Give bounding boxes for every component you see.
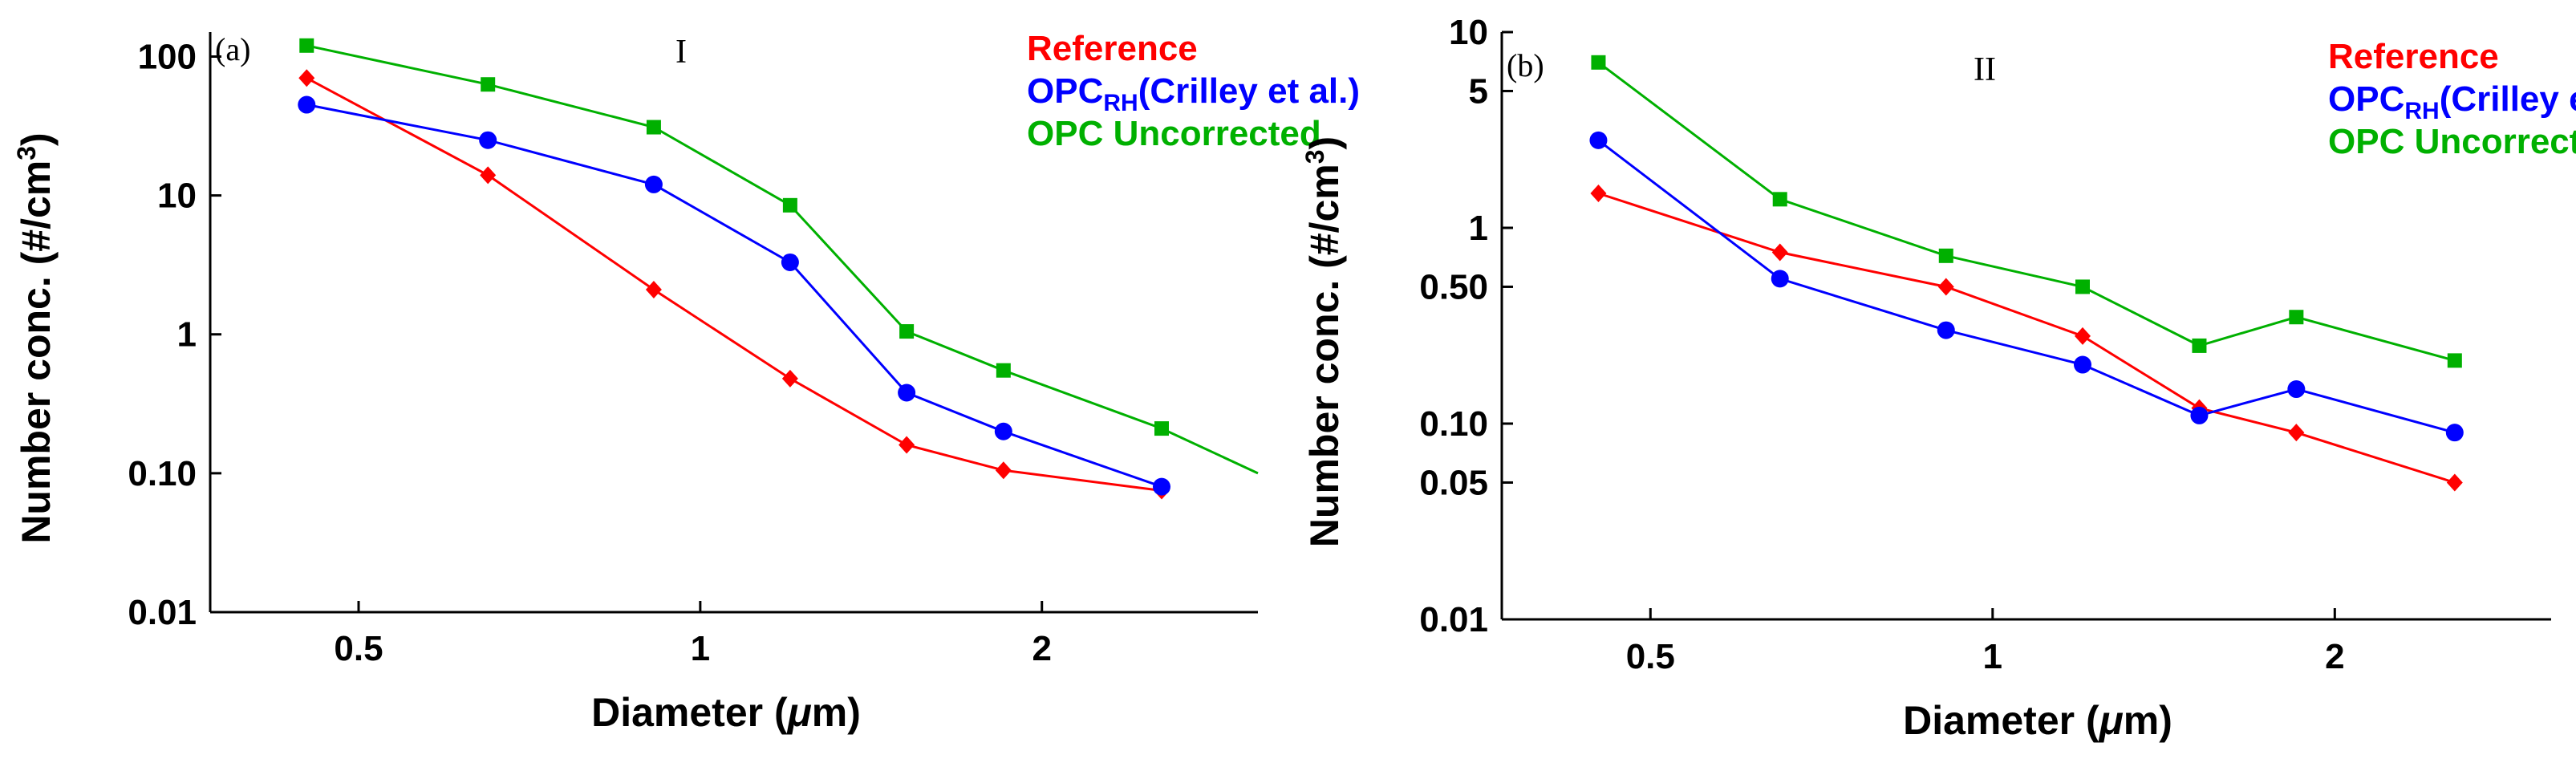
- series-line: [306, 44, 1259, 475]
- series-square: [299, 38, 1259, 475]
- data-point: [782, 197, 797, 213]
- data-point: [644, 175, 663, 193]
- series-line: [1597, 139, 2456, 434]
- data-point: [781, 253, 799, 271]
- legend-entry: Reference: [1027, 29, 1198, 68]
- series-diamond: [1590, 185, 2463, 492]
- legend-entry: OPCRH(Crilley et al.): [2328, 79, 2576, 124]
- x-tick-label: 0.5: [1626, 637, 1675, 676]
- x-tick-label: 2: [1032, 629, 1051, 668]
- data-point: [2446, 473, 2463, 492]
- data-point: [2190, 406, 2209, 424]
- data-point: [1154, 421, 1170, 436]
- legend-entry: OPC Uncorrected: [2328, 122, 2576, 161]
- y-tick-label: 0.05: [1419, 463, 1488, 502]
- panel-annotation: II: [1974, 51, 1996, 88]
- data-point: [2192, 338, 2207, 353]
- panel-annotation: I: [675, 34, 687, 71]
- x-axis-label: Diameter (μm): [1903, 698, 2172, 743]
- data-point: [2447, 353, 2462, 368]
- y-tick-label: 10: [157, 177, 197, 216]
- data-point: [2445, 424, 2464, 442]
- y-tick-label: 0.01: [128, 593, 197, 632]
- data-point: [2073, 355, 2091, 374]
- data-point: [2288, 424, 2305, 442]
- data-point: [899, 436, 915, 454]
- y-tick-label: 0.50: [1419, 267, 1488, 306]
- data-point: [1771, 243, 1788, 262]
- x-tick-label: 1: [1983, 637, 2002, 676]
- y-tick-label: 10: [1449, 13, 1488, 52]
- data-point: [1589, 131, 1608, 149]
- panel-label: (a): [215, 31, 250, 67]
- y-tick-label: 0.10: [1419, 404, 1488, 444]
- data-point: [1771, 270, 1789, 288]
- data-point: [1937, 321, 1955, 339]
- data-point: [898, 383, 916, 402]
- y-axis-label: Number conc. (#/cm3): [1300, 136, 1347, 547]
- y-tick-label: 1: [177, 315, 197, 355]
- data-point: [298, 95, 316, 114]
- series-line: [306, 103, 1162, 489]
- data-point: [299, 38, 314, 53]
- data-point: [2075, 279, 2090, 294]
- series-circle: [298, 95, 1171, 496]
- data-point: [1590, 185, 1607, 203]
- data-point: [480, 166, 497, 185]
- y-tick-label: 0.10: [128, 454, 197, 493]
- x-tick-label: 0.5: [334, 629, 383, 668]
- data-point: [1938, 248, 1953, 263]
- data-point: [1937, 278, 1954, 296]
- data-point: [479, 131, 497, 149]
- panel-a: 0.01 0.10 1 10 100 0.5 1 2 Diameter (μm) Number c…: [12, 29, 1360, 735]
- data-point: [646, 120, 661, 135]
- data-point: [1153, 477, 1171, 496]
- y-tick-label: 0.01: [1419, 600, 1488, 639]
- series-square: [1591, 55, 2462, 368]
- y-axis-label: Number conc. (#/cm3): [12, 132, 59, 543]
- data-point: [2289, 310, 2304, 325]
- data-point: [994, 422, 1012, 440]
- legend-entry: Reference: [2328, 37, 2499, 76]
- data-point: [995, 461, 1012, 480]
- data-point: [481, 77, 496, 92]
- data-point: [2074, 327, 2091, 345]
- x-tick-label: 2: [2325, 637, 2344, 676]
- data-point: [1591, 55, 1606, 70]
- data-point: [2287, 380, 2306, 399]
- y-tick-label: 1: [1469, 209, 1488, 248]
- y-tick-label: 5: [1469, 71, 1488, 111]
- data-point: [298, 69, 315, 87]
- legend-entry: OPCRH(Crilley et al.): [1027, 71, 1360, 116]
- data-point: [1772, 192, 1787, 207]
- x-tick-label: 1: [691, 629, 710, 668]
- panel-label: (b): [1507, 47, 1544, 83]
- data-point: [899, 324, 915, 339]
- legend-entry: OPC Uncorrected: [1027, 114, 1321, 153]
- panel-b: 0.01 0.05 0.10 0.50 1 5 10 0.5 1 2 Diameter (μm) Nu…: [1300, 13, 2576, 743]
- y-tick-label: 100: [138, 37, 197, 76]
- series-circle: [1589, 131, 2464, 442]
- data-point: [645, 280, 662, 298]
- data-point: [996, 363, 1011, 378]
- data-point: [781, 369, 798, 388]
- x-axis-label: Diameter (μm): [591, 690, 861, 735]
